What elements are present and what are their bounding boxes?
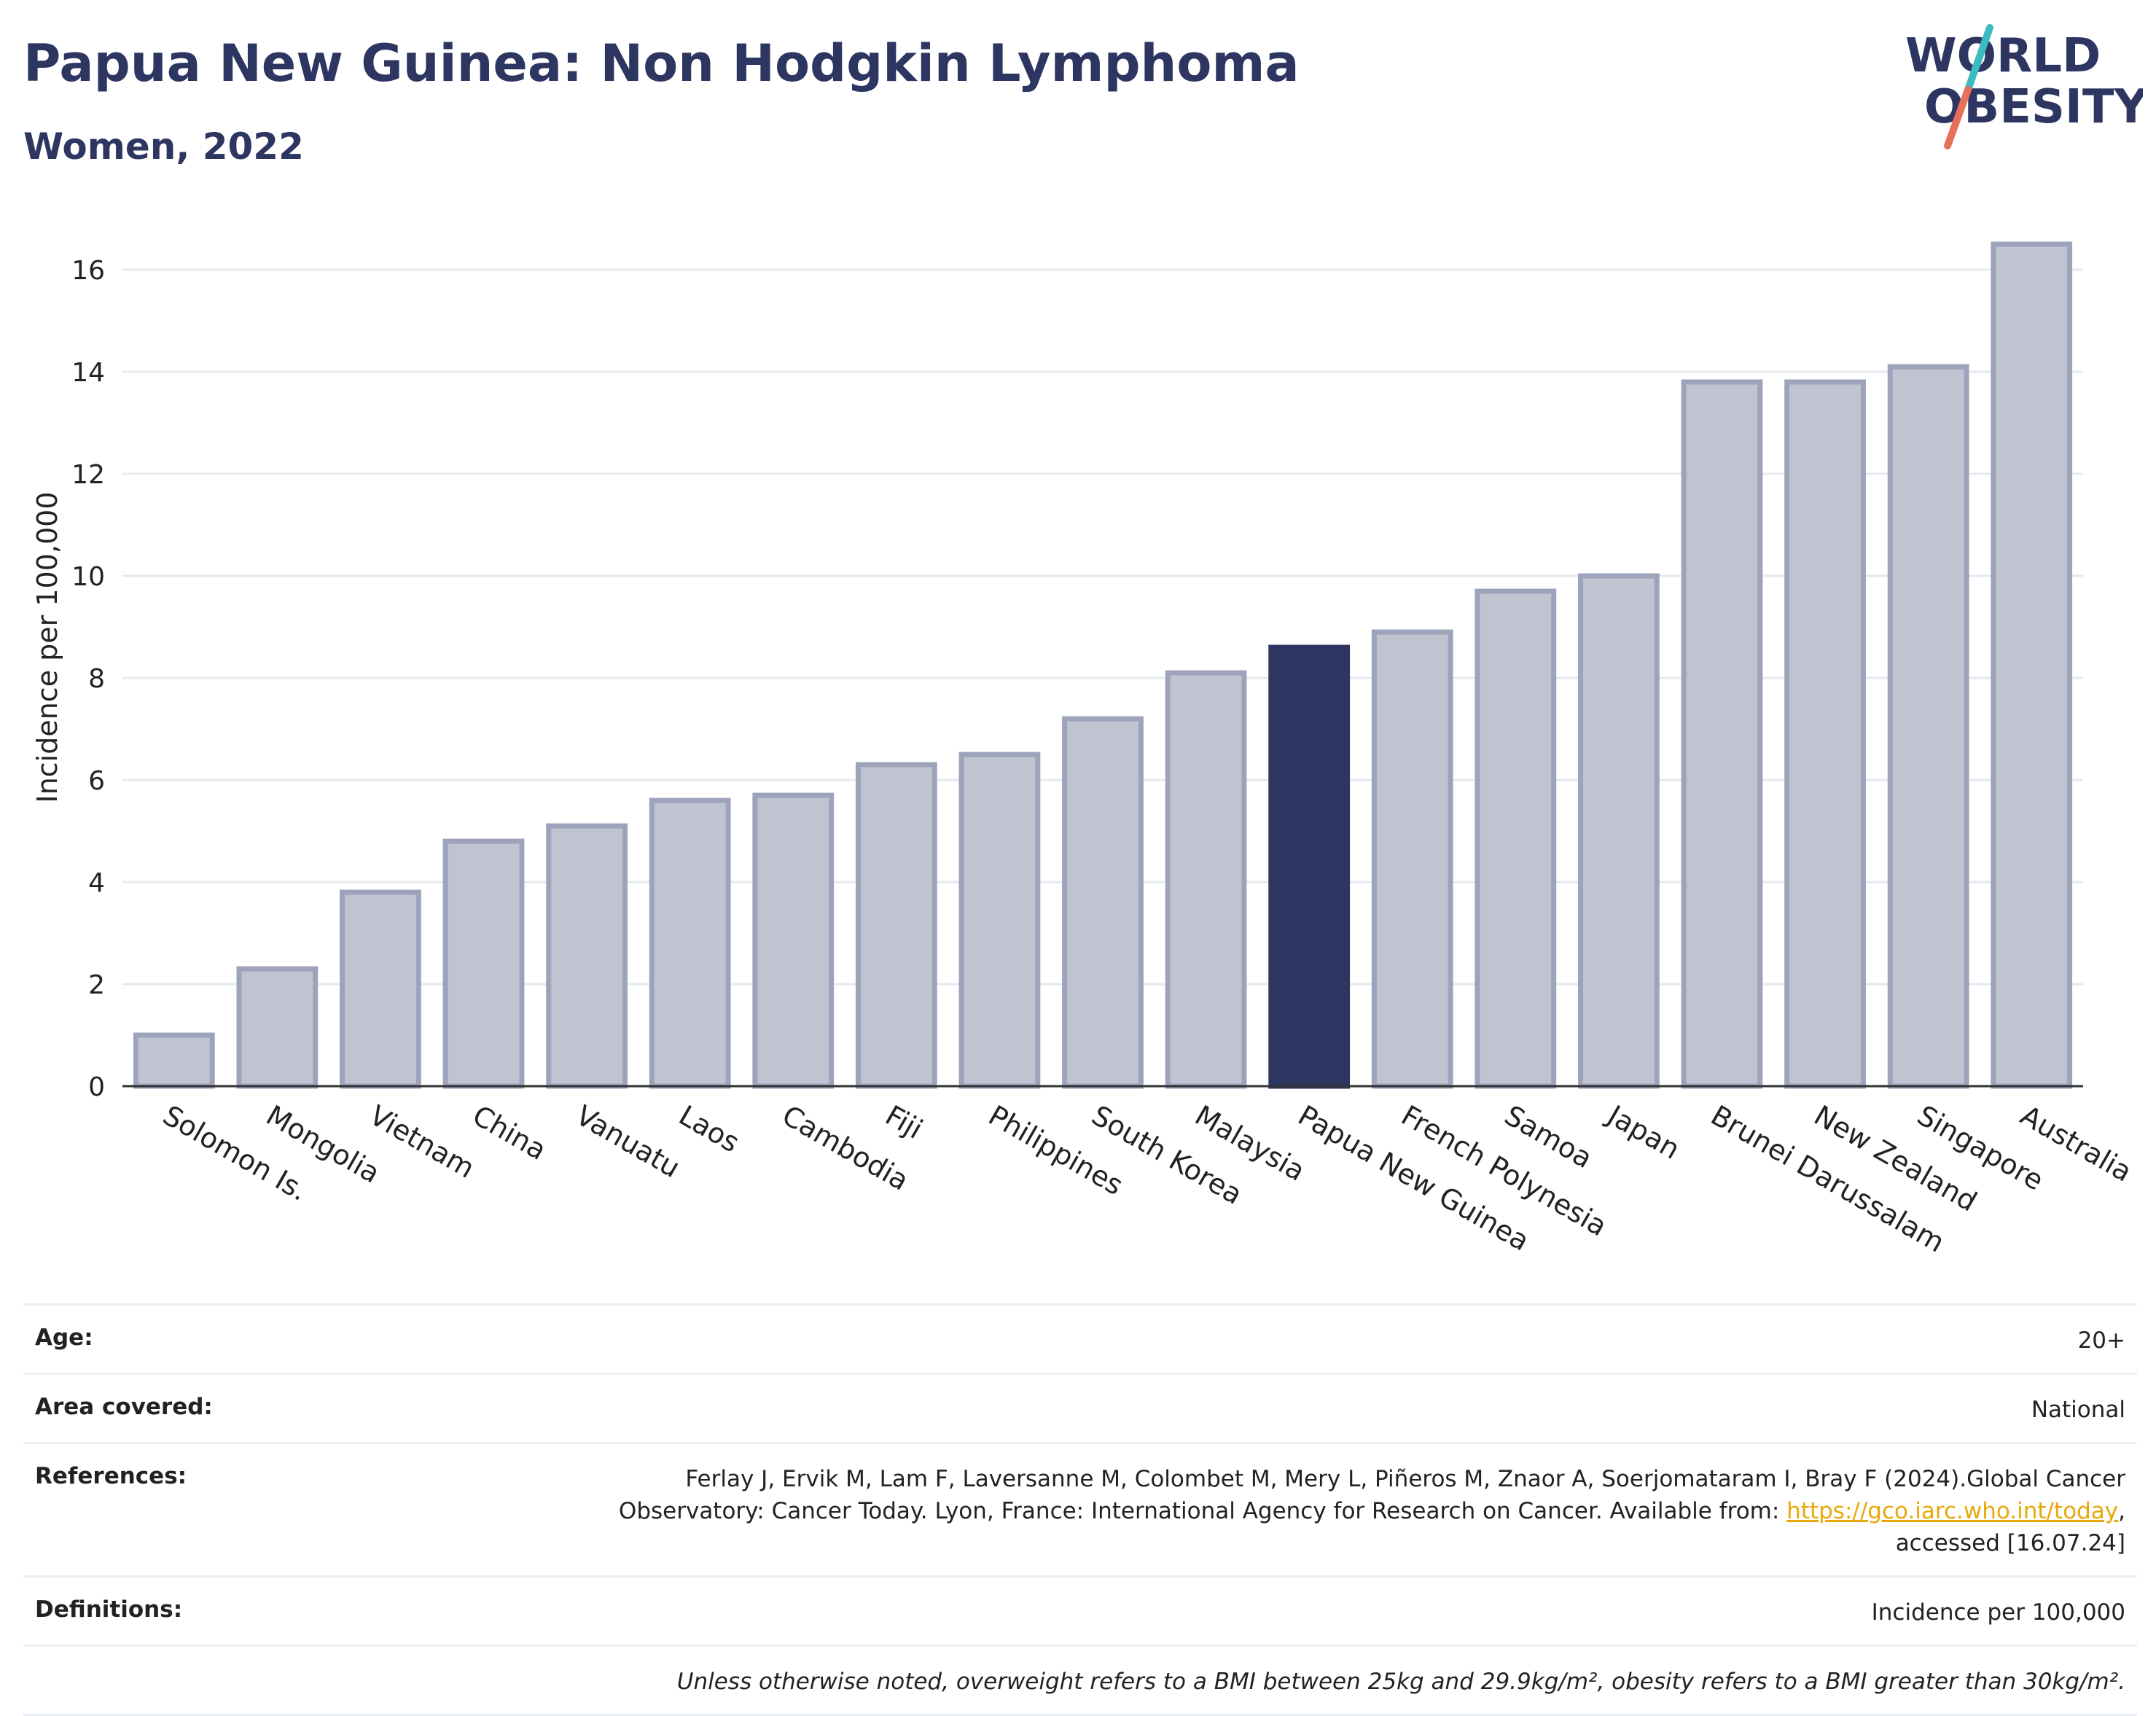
info-row-references: References: Ferlay J, Ervik M, Lam F, La… bbox=[23, 1442, 2137, 1575]
bar-cambodia bbox=[752, 792, 835, 1089]
logo-slash-teal bbox=[1964, 24, 1993, 93]
info-row-definitions: Definitions: Incidence per 100,000 bbox=[23, 1575, 2137, 1645]
bar-vietnam bbox=[340, 889, 421, 1089]
bar-new-zealand bbox=[1784, 379, 1866, 1089]
x-tick-label: Fiji bbox=[880, 1099, 928, 1145]
bar-solomon-is bbox=[133, 1032, 215, 1089]
world-obesity-logo: WORLD OBESITY bbox=[1905, 24, 2143, 149]
y-tick-label: 6 bbox=[88, 766, 105, 796]
bars bbox=[133, 241, 2073, 1089]
bar-french-polynesia bbox=[1371, 629, 1453, 1089]
y-tick-label: 2 bbox=[88, 970, 105, 1000]
y-tick-label: 10 bbox=[71, 562, 105, 592]
references-link[interactable]: https://gco.iarc.who.int/today bbox=[1786, 1498, 2119, 1524]
logo-slash-coral bbox=[1944, 86, 1972, 149]
logo-text-world: WORLD bbox=[1905, 29, 2101, 83]
bar-vanuatu bbox=[546, 823, 628, 1089]
bar-china bbox=[442, 838, 525, 1089]
references-line1: Ferlay J, Ervik M, Lam F, Laversanne M, … bbox=[685, 1466, 2125, 1492]
definitions-value: Incidence per 100,000 bbox=[1871, 1599, 2125, 1626]
age-label: Age: bbox=[35, 1325, 93, 1351]
bar-singapore bbox=[1887, 364, 1969, 1089]
bar-south-korea bbox=[1062, 716, 1144, 1089]
y-tick-label: 14 bbox=[71, 358, 105, 388]
bar-brunei-darussalam bbox=[1681, 379, 1763, 1089]
info-row-note: Unless otherwise noted, overweight refer… bbox=[23, 1645, 2137, 1716]
y-tick-label: 4 bbox=[88, 868, 105, 898]
bar-japan bbox=[1578, 573, 1660, 1089]
definitions-label: Definitions: bbox=[35, 1596, 183, 1623]
info-row-age: Age: 20+ bbox=[23, 1303, 2137, 1373]
page-subtitle: Women, 2022 bbox=[23, 125, 304, 168]
y-tick-label: 8 bbox=[88, 664, 105, 694]
references-label: References: bbox=[35, 1463, 187, 1489]
x-tick-label: Japan bbox=[1601, 1099, 1686, 1166]
page-title: Papua New Guinea: Non Hodgkin Lymphoma bbox=[23, 34, 1300, 93]
y-tick-label: 16 bbox=[71, 256, 105, 286]
x-tick-label: Laos bbox=[673, 1099, 745, 1159]
area-value: National bbox=[2031, 1397, 2125, 1423]
x-tick-label: Vietnam bbox=[364, 1099, 480, 1185]
info-table: Age: 20+ Area covered: National Referenc… bbox=[23, 1303, 2137, 1716]
bar-samoa bbox=[1475, 588, 1557, 1089]
y-tick-label: 12 bbox=[71, 460, 105, 490]
references-line3: accessed [16.07.24] bbox=[1895, 1530, 2125, 1556]
references-value: Ferlay J, Ervik M, Lam F, Laversanne M, … bbox=[619, 1463, 2125, 1559]
references-line2-suffix: , bbox=[2118, 1498, 2125, 1524]
bar-philippines bbox=[958, 752, 1041, 1089]
y-axis-label: Incidence per 100,000 bbox=[31, 491, 63, 803]
y-tick-label: 0 bbox=[88, 1072, 105, 1102]
note-text: Unless otherwise noted, overweight refer… bbox=[676, 1669, 2125, 1695]
age-value: 20+ bbox=[2077, 1327, 2125, 1354]
bar-mongolia bbox=[236, 966, 319, 1089]
bar-laos bbox=[649, 797, 731, 1089]
bar-malaysia bbox=[1165, 670, 1247, 1089]
bar-papua-new-guinea bbox=[1268, 644, 1351, 1089]
references-line2: Observatory: Cancer Today. Lyon, France:… bbox=[618, 1498, 1787, 1524]
x-tick-label: Vanuatu bbox=[571, 1099, 686, 1184]
bar-fiji bbox=[855, 762, 937, 1089]
info-row-area: Area covered: National bbox=[23, 1373, 2137, 1442]
area-label: Area covered: bbox=[35, 1394, 213, 1420]
bar-australia bbox=[1991, 241, 2073, 1089]
